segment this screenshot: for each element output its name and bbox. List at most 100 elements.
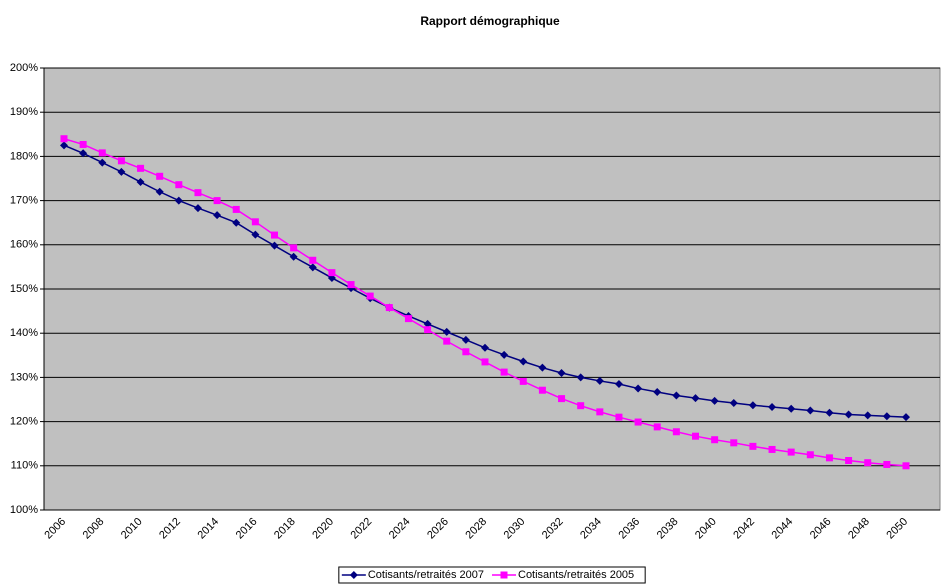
marker: [79, 140, 87, 148]
legend: Cotisants/retraités 2007 Cotisants/retrai…: [338, 566, 646, 584]
marker: [251, 230, 260, 239]
y-tick-label: 120%: [10, 416, 38, 428]
marker: [844, 410, 853, 419]
x-tick-label: 2020: [310, 516, 336, 542]
marker: [347, 281, 355, 289]
marker: [806, 406, 815, 415]
marker: [136, 178, 145, 187]
marker: [98, 149, 106, 157]
marker: [634, 384, 643, 393]
x-tick-label: 2048: [846, 516, 872, 542]
y-tick-label: 130%: [10, 371, 38, 383]
x-tick-label: 2044: [770, 516, 796, 542]
marker: [806, 451, 814, 459]
marker: [193, 204, 202, 213]
marker: [98, 158, 107, 167]
marker: [366, 292, 374, 300]
marker: [156, 172, 164, 180]
legend-label: Cotisants/retraités 2007: [368, 569, 484, 581]
marker: [308, 263, 317, 272]
marker: [729, 399, 738, 408]
marker: [349, 571, 358, 579]
marker: [825, 454, 833, 462]
marker: [730, 439, 738, 447]
marker: [748, 401, 757, 410]
marker: [500, 571, 508, 579]
x-tick-label: 2030: [502, 516, 528, 542]
marker: [500, 368, 508, 376]
x-tick-label: 2026: [425, 516, 451, 542]
chart-title: Rapport démographique: [420, 14, 560, 28]
marker: [175, 181, 183, 189]
marker: [653, 387, 662, 396]
x-tick-label: 2008: [81, 516, 107, 542]
marker: [481, 343, 489, 352]
marker: [423, 319, 432, 328]
marker: [538, 386, 546, 394]
x-tick-label: 2022: [349, 516, 375, 542]
legend-item: Cotisants/retraités 2005: [492, 569, 634, 581]
legend-label: Cotisants/retraités 2005: [518, 569, 634, 581]
marker: [596, 408, 604, 416]
marker: [825, 408, 834, 417]
marker: [194, 189, 202, 197]
y-tick-label: 160%: [10, 239, 38, 251]
marker: [902, 413, 910, 422]
y-tick-label: 190%: [10, 106, 38, 118]
marker: [634, 418, 642, 426]
y-tick-label: 180%: [10, 150, 38, 162]
marker: [443, 337, 451, 345]
marker: [232, 205, 240, 213]
marker: [672, 391, 681, 400]
marker: [864, 459, 872, 467]
marker: [710, 396, 719, 405]
marker: [614, 380, 623, 389]
y-tick-label: 150%: [10, 283, 38, 295]
x-tick-label: 2016: [234, 516, 260, 542]
x-tick-label: 2006: [42, 516, 68, 542]
marker: [137, 164, 145, 172]
marker: [404, 315, 412, 323]
marker: [290, 244, 298, 252]
marker: [558, 395, 566, 403]
marker: [576, 373, 585, 382]
marker: [595, 376, 604, 385]
marker: [79, 149, 88, 158]
marker: [289, 252, 298, 261]
marker: [768, 403, 777, 412]
marker: [309, 256, 317, 264]
y-tick-label: 100%: [10, 504, 38, 516]
marker: [232, 218, 241, 227]
marker: [749, 442, 757, 450]
marker: [863, 411, 872, 420]
marker: [271, 231, 278, 239]
x-tick-label: 2050: [884, 516, 910, 542]
marker: [174, 196, 183, 205]
marker: [328, 269, 336, 277]
marker: [60, 141, 68, 150]
marker: [519, 377, 527, 385]
marker: [500, 350, 509, 359]
x-tick-label: 2038: [655, 516, 681, 542]
marker: [481, 358, 489, 366]
marker: [787, 404, 796, 413]
marker: [787, 448, 795, 456]
marker: [538, 363, 547, 372]
marker: [385, 304, 393, 312]
marker: [902, 462, 910, 470]
x-tick-label: 2010: [119, 516, 145, 542]
marker: [519, 357, 528, 366]
marker: [462, 348, 470, 356]
marker: [424, 326, 432, 334]
x-tick-label: 2012: [157, 516, 183, 542]
x-tick-label: 2042: [731, 516, 757, 542]
marker: [60, 135, 68, 143]
y-tick-label: 140%: [10, 327, 38, 339]
marker: [615, 413, 623, 421]
marker: [882, 412, 891, 421]
x-tick-label: 2024: [387, 516, 413, 542]
x-tick-label: 2034: [578, 516, 604, 542]
marker: [672, 428, 680, 436]
marker: [557, 368, 566, 377]
marker: [577, 402, 585, 410]
